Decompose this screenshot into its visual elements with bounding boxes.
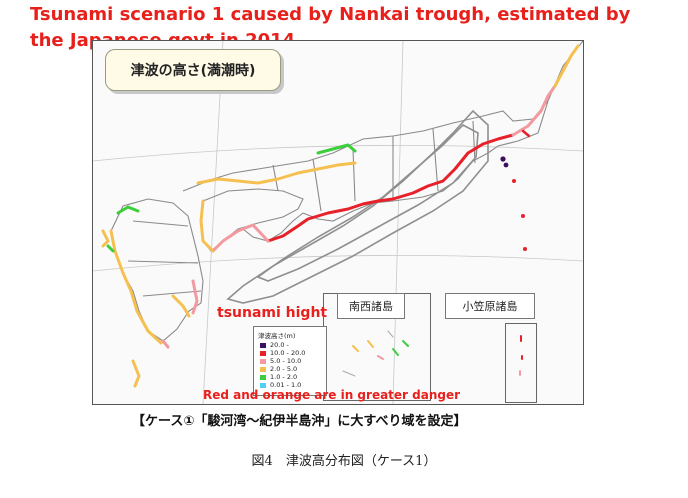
legend-swatch — [260, 350, 266, 356]
legend-label: 1.0 - 2.0 — [270, 373, 298, 381]
coast-orange-segment — [196, 161, 357, 185]
coast-pink-segment — [161, 339, 170, 349]
figure-caption: 図4 津波高分布図（ケース1） — [251, 454, 437, 469]
coast-heights — [101, 44, 580, 388]
honshu-south-outline — [302, 100, 549, 222]
coast-max-marker — [500, 156, 506, 162]
coast-pink-segment — [191, 279, 199, 315]
island-marker — [512, 179, 516, 183]
legend-item: 2.0 - 5.0 — [260, 365, 297, 373]
case-caption: 【ケース①「駿河湾～紀伊半島沖」に大すべり域を設定】 — [132, 414, 467, 429]
coast-orange-segment — [109, 229, 163, 345]
legend-item: 20.0 - — [260, 341, 289, 349]
danger-note-annotation: Red and orange are in greater danger — [203, 388, 461, 402]
grid-line — [392, 41, 404, 404]
coast-orange-segment — [171, 294, 191, 318]
inset-nansei-contents — [342, 330, 409, 377]
coast-green-segment — [316, 143, 357, 155]
legend-swatch — [260, 358, 266, 364]
coast-red-segment — [266, 199, 380, 243]
coast-red-segment — [376, 142, 485, 203]
inset-coast — [377, 355, 384, 360]
legend-label: 0.01 - 1.0 — [270, 381, 302, 389]
legend-item: 5.0 - 10.0 — [260, 357, 301, 365]
island-marker — [521, 214, 525, 218]
coast-orange-segment — [199, 199, 215, 253]
coast-orange-segment — [131, 359, 141, 388]
inset-coast — [392, 340, 409, 356]
inset-label-ogasawara: 小笠原諸島 — [445, 293, 535, 319]
legend-swatch — [260, 374, 266, 380]
inland-boundaries — [127, 220, 202, 297]
legend-title: 津波高さ(m) — [258, 332, 296, 340]
grid-line — [93, 254, 583, 272]
fault-zone-inner — [256, 124, 479, 282]
legend-item: 0.01 - 1.0 — [260, 381, 301, 389]
tsunami-map: 津波の高さ(満潮時) 南西諸島 小笠原諸島 津波高さ(m) 20.0 - 10.… — [92, 40, 584, 405]
fault-zone — [226, 109, 489, 304]
coast-orange-segment — [101, 229, 110, 248]
inset-label-nansei: 南西諸島 — [337, 293, 405, 319]
map-title: 津波の高さ(満潮時) — [105, 49, 281, 91]
tsunami-hight-annotation: tsunami hight — [217, 305, 328, 321]
map-canvas — [93, 41, 583, 404]
legend-item: 1.0 - 2.0 — [260, 373, 297, 381]
coast-green-segment — [106, 244, 115, 253]
kii-outline — [242, 212, 304, 242]
legend-label: 10.0 - 20.0 — [270, 349, 306, 357]
grid-line — [202, 41, 224, 404]
inset-ogasawara-box — [505, 323, 537, 403]
shikoku-outline — [200, 188, 304, 252]
inset-coast — [342, 330, 394, 377]
coast-pink-segment — [511, 84, 557, 137]
legend-swatch — [260, 382, 266, 388]
coast-max-marker — [503, 162, 509, 168]
legend-label: 20.0 - — [270, 341, 289, 349]
coast-pink-segment — [211, 223, 270, 253]
inset-ogasawara-contents — [519, 335, 523, 376]
kyushu-outline — [110, 198, 204, 342]
legend-swatch — [260, 366, 266, 372]
grid-line — [93, 144, 583, 162]
inset-coast — [352, 340, 374, 352]
coast-red-segment — [481, 133, 515, 146]
legend-swatch — [260, 342, 266, 348]
inset-coast — [520, 335, 523, 360]
coast-green-segment — [116, 205, 140, 215]
legend-label: 5.0 - 10.0 — [270, 357, 302, 365]
island-marker — [523, 247, 527, 251]
legend-label: 2.0 - 5.0 — [270, 365, 298, 373]
legend: 津波高さ(m) 20.0 - 10.0 - 20.0 5.0 - 10.0 2.… — [253, 326, 327, 396]
coast-orange-segment — [553, 44, 580, 88]
inland-boundaries — [272, 120, 476, 212]
legend-item: 10.0 - 20.0 — [260, 349, 305, 357]
coast-red-segment — [521, 129, 531, 138]
